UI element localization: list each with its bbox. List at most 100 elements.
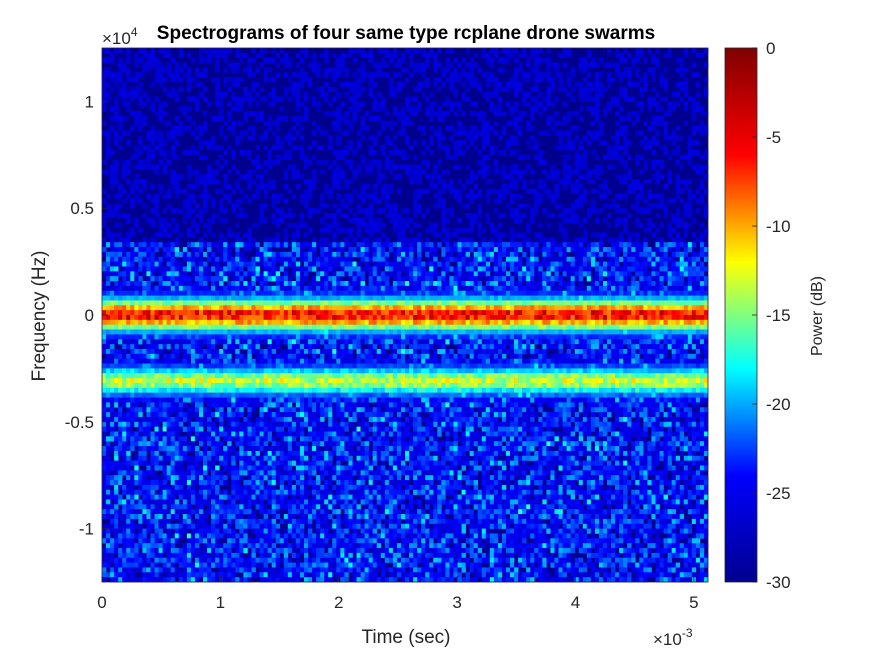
heatmap-cell — [194, 295, 200, 301]
heatmap-cell — [619, 52, 624, 58]
heatmap-cell — [158, 217, 163, 224]
heatmap-cell — [530, 86, 535, 92]
heatmap-cell — [130, 251, 135, 258]
heatmap-cell — [122, 96, 127, 102]
heatmap-cell — [267, 101, 272, 107]
heatmap-cell — [118, 115, 123, 122]
heatmap-cell — [308, 290, 313, 296]
heatmap-cell — [526, 261, 531, 267]
heatmap-cell — [263, 77, 268, 83]
heatmap-cell — [631, 251, 636, 258]
heatmap-cell — [384, 315, 390, 321]
heatmap-cell — [364, 222, 369, 228]
heatmap-cell — [194, 106, 200, 112]
heatmap-cell — [405, 281, 410, 287]
heatmap-cell — [586, 140, 592, 146]
heatmap-cell — [655, 115, 660, 122]
heatmap-cell — [178, 67, 184, 73]
heatmap-cell — [699, 111, 705, 117]
heatmap-cell — [368, 48, 373, 54]
heatmap-cell — [271, 101, 277, 107]
heatmap-cell — [340, 52, 345, 58]
heatmap-cell — [611, 281, 616, 287]
heatmap-cell — [400, 164, 406, 170]
heatmap-cell — [534, 315, 539, 321]
heatmap-cell — [324, 91, 329, 97]
heatmap-cell — [627, 251, 632, 258]
heatmap-cell — [631, 305, 636, 311]
heatmap-cell — [530, 217, 535, 224]
heatmap-cell — [291, 91, 297, 97]
heatmap-cell — [501, 57, 507, 63]
heatmap-cell — [449, 81, 454, 88]
heatmap-cell — [522, 237, 527, 243]
heatmap-cell — [683, 213, 689, 219]
heatmap-cell — [146, 67, 151, 73]
heatmap-cell — [223, 174, 228, 180]
heatmap-cell — [578, 300, 584, 306]
heatmap-cell — [619, 232, 624, 238]
heatmap-cell — [384, 256, 390, 262]
heatmap-cell — [699, 290, 705, 296]
heatmap-cell — [481, 159, 487, 165]
heatmap-cell — [514, 149, 519, 156]
heatmap-cell — [328, 193, 333, 199]
heatmap-cell — [295, 81, 301, 88]
heatmap-cell — [615, 237, 620, 243]
heatmap-cell — [542, 256, 547, 262]
heatmap-cell — [574, 300, 580, 306]
heatmap-cell — [671, 256, 676, 262]
heatmap-cell — [437, 203, 442, 209]
heatmap-cell — [231, 305, 236, 311]
heatmap-cell — [110, 232, 115, 238]
heatmap-cell — [388, 159, 394, 165]
heatmap-cell — [433, 271, 438, 277]
heatmap-cell — [582, 261, 588, 267]
heatmap-cell — [304, 193, 309, 199]
heatmap-cell — [368, 305, 373, 311]
heatmap-cell — [392, 208, 398, 214]
heatmap-cell — [683, 227, 689, 233]
heatmap-cell — [659, 300, 664, 306]
heatmap-cell — [453, 72, 458, 78]
heatmap-cell — [114, 232, 119, 238]
heatmap-cell — [223, 77, 228, 83]
heatmap-cell — [352, 86, 357, 92]
heatmap-cell — [691, 217, 697, 224]
heatmap-cell — [469, 261, 474, 267]
heatmap-cell — [364, 227, 369, 233]
heatmap-cell — [235, 135, 240, 141]
heatmap-cell — [392, 276, 398, 282]
heatmap-cell — [433, 232, 438, 238]
heatmap-cell — [154, 164, 159, 170]
heatmap-cell — [465, 227, 470, 233]
heatmap-cell — [267, 159, 272, 165]
heatmap-cell — [594, 106, 600, 112]
heatmap-cell — [243, 310, 248, 316]
heatmap-cell — [457, 285, 462, 292]
heatmap-cell — [510, 295, 515, 301]
heatmap-cell — [546, 72, 551, 78]
heatmap-cell — [118, 300, 123, 306]
heatmap-cell — [219, 188, 224, 194]
heatmap-cell — [146, 300, 151, 306]
heatmap-cell — [259, 247, 264, 253]
heatmap-cell — [239, 242, 244, 248]
heatmap-cell — [348, 52, 353, 58]
heatmap-cell — [263, 72, 268, 78]
heatmap-cell — [396, 237, 402, 243]
heatmap-cell — [594, 111, 600, 117]
heatmap-cell — [332, 179, 337, 185]
heatmap-cell — [510, 319, 515, 325]
heatmap-cell — [501, 271, 507, 277]
heatmap-cell — [453, 319, 458, 325]
heatmap-cell — [102, 96, 107, 102]
heatmap-cell — [251, 310, 256, 316]
heatmap-cell — [368, 271, 373, 277]
heatmap-cell — [360, 217, 365, 224]
heatmap-cell — [267, 115, 272, 122]
heatmap-cell — [691, 164, 697, 170]
heatmap-cell — [304, 266, 309, 272]
heatmap-cell — [396, 57, 402, 63]
heatmap-cell — [619, 193, 624, 199]
